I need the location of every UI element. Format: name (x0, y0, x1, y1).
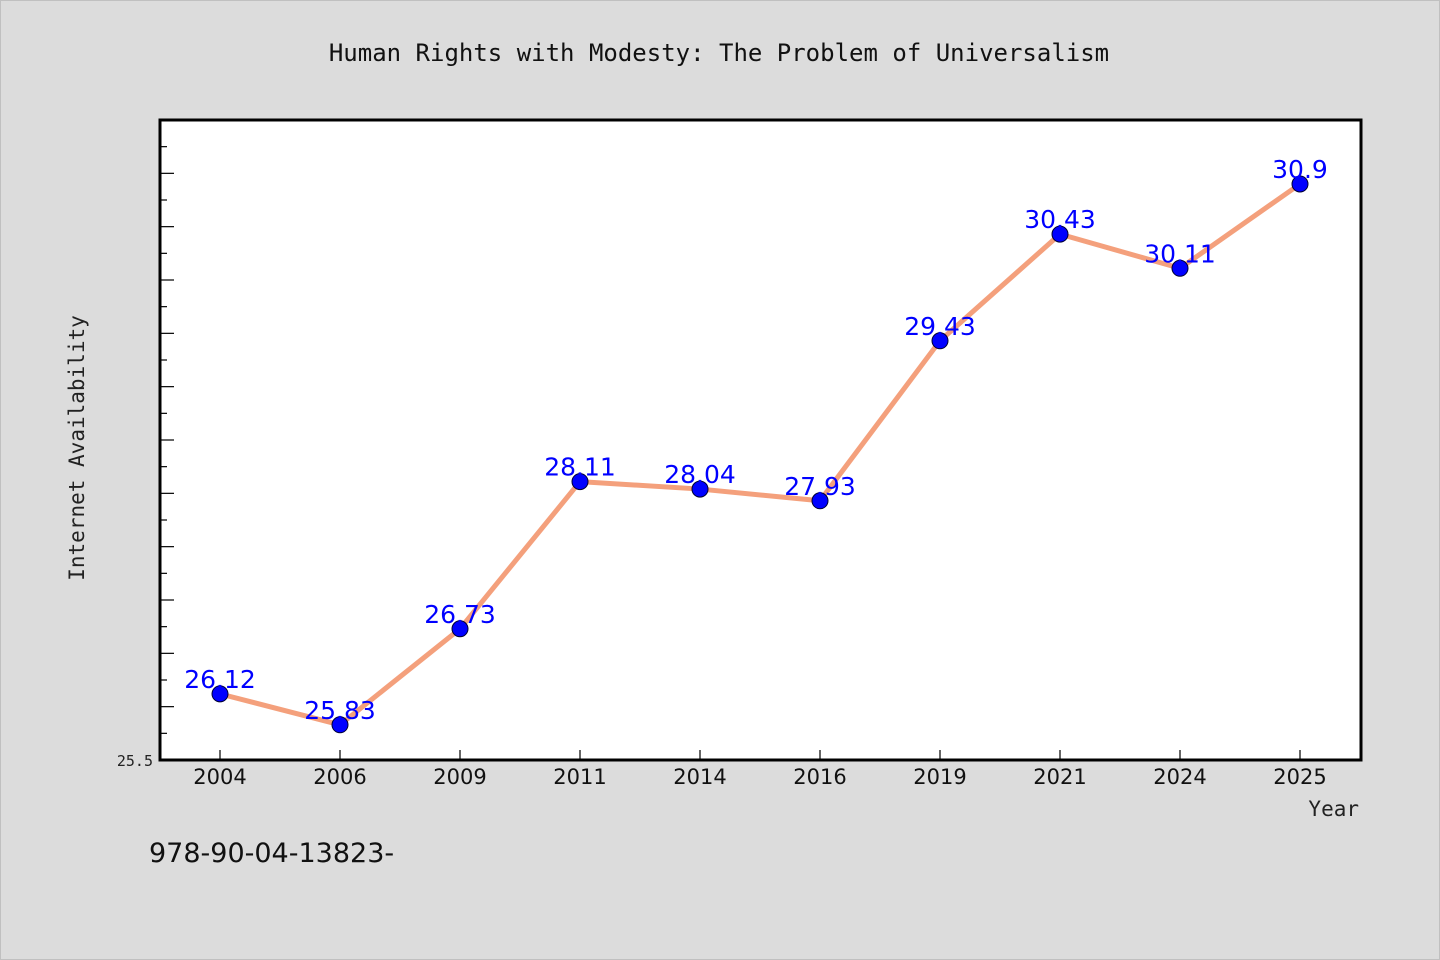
x-tick-label: 2019 (913, 765, 966, 789)
data-point (331, 716, 349, 734)
x-axis-label: Year (1308, 797, 1359, 821)
data-labels: 26.12 25.83 26.73 28.11 28.04 27.93 29.43 30.43… (184, 155, 1328, 725)
data-label: 26.12 (184, 665, 256, 694)
plot-area (158, 118, 1363, 762)
data-label: 30.9 (1272, 155, 1328, 184)
data-point (691, 480, 709, 498)
data-label: 30.43 (1024, 205, 1096, 234)
data-point (1291, 175, 1309, 193)
x-tick-label: 2016 (793, 765, 846, 789)
x-tick-label: 2004 (193, 765, 246, 789)
data-label: 30.11 (1144, 239, 1216, 268)
data-point (571, 473, 589, 491)
footer-code: 978-90-04-13823- (149, 838, 394, 869)
x-tick-label: 2009 (433, 765, 486, 789)
x-tick-label: 2021 (1033, 765, 1086, 789)
data-label: 29.43 (904, 312, 976, 341)
x-axis-ticks (219, 750, 1301, 760)
x-tick-label: 2024 (1153, 765, 1206, 789)
data-label: 28.04 (664, 460, 736, 489)
data-point (211, 685, 229, 703)
x-tick-label: 2025 (1273, 765, 1326, 789)
data-point (931, 332, 949, 350)
data-point (1051, 225, 1069, 243)
x-tick-label: 2014 (673, 765, 726, 789)
chart-title: Human Rights with Modesty: The Problem o… (329, 39, 1109, 67)
series-line (217, 181, 1303, 728)
data-point (451, 620, 469, 638)
y-axis-ticks (160, 146, 174, 734)
x-axis-tick-labels: 2004 2006 2009 2011 2014 2016 2019 2021 2024 2025 (193, 765, 1326, 789)
data-label: 28.11 (544, 453, 616, 482)
data-point (1171, 259, 1189, 277)
series-markers (211, 175, 1309, 734)
y-tick-label-min: 25.5 (117, 752, 153, 770)
data-label: 25.83 (304, 696, 376, 725)
x-tick-label: 2011 (553, 765, 606, 789)
data-label: 26.73 (424, 600, 496, 629)
data-point (811, 492, 829, 510)
data-label: 27.93 (784, 472, 856, 501)
x-tick-label: 2006 (313, 765, 366, 789)
y-axis-label: Internet Availability (65, 315, 89, 581)
